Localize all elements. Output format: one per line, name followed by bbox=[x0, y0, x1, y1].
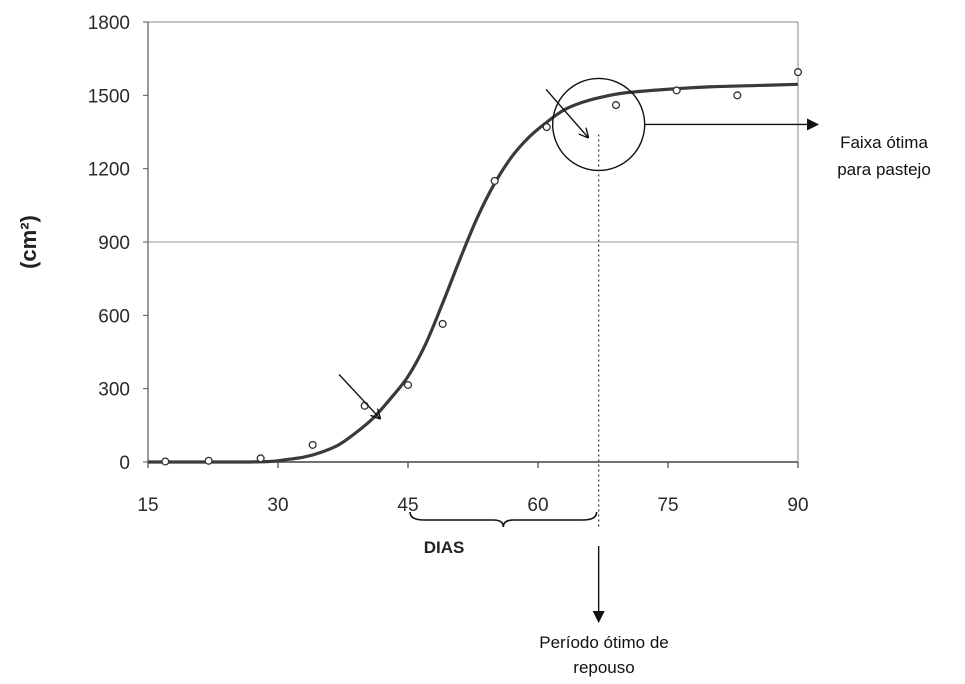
data-point bbox=[438, 319, 447, 328]
fitted-curve bbox=[148, 82, 799, 464]
y-axis-ticks: 0 300 600 900 1200 1500 1800 bbox=[88, 13, 148, 474]
x-tick-label: 75 bbox=[657, 495, 678, 516]
periodo-label-line1: Período ótimo de bbox=[539, 633, 668, 652]
data-point bbox=[308, 440, 317, 449]
data-point bbox=[360, 401, 369, 410]
data-point bbox=[672, 86, 681, 95]
optimal-range-circle bbox=[551, 77, 646, 172]
x-tick-label: 60 bbox=[527, 495, 548, 516]
y-tick-label: 0 bbox=[119, 453, 130, 474]
faixa-label-line1: Faixa ótima bbox=[840, 133, 928, 152]
lower-arrow bbox=[338, 373, 380, 418]
y-tick-label: 600 bbox=[98, 306, 130, 327]
y-tick-label: 1800 bbox=[88, 13, 130, 34]
faixa-label-line2: para pastejo bbox=[837, 160, 931, 179]
data-points bbox=[161, 68, 803, 466]
x-axis-ticks: 15 30 45 60 75 90 bbox=[137, 462, 809, 516]
data-point bbox=[733, 91, 742, 100]
x-tick-label: 15 bbox=[137, 495, 158, 516]
data-point bbox=[403, 380, 413, 390]
y-tick-label: 300 bbox=[98, 380, 130, 401]
data-point bbox=[490, 176, 499, 185]
x-tick-label: 30 bbox=[267, 495, 288, 516]
data-point bbox=[542, 123, 551, 132]
y-tick-label: 1500 bbox=[88, 86, 130, 107]
periodo-label-line2: repouso bbox=[573, 658, 634, 677]
upper-arrow bbox=[545, 88, 588, 137]
y-axis-label: (cm²) bbox=[16, 215, 41, 269]
x-tick-label: 90 bbox=[787, 495, 808, 516]
data-point bbox=[204, 456, 213, 465]
days-brace bbox=[409, 511, 598, 528]
y-tick-label: 900 bbox=[98, 233, 130, 254]
y-tick-label: 1200 bbox=[88, 160, 130, 181]
data-point bbox=[256, 454, 265, 463]
data-point bbox=[793, 68, 803, 77]
data-point bbox=[161, 457, 170, 466]
x-axis-label: DIAS bbox=[424, 538, 465, 557]
x-tick-label: 45 bbox=[397, 495, 418, 516]
data-point bbox=[611, 101, 621, 110]
fitted-curve-line bbox=[148, 82, 799, 464]
annotations bbox=[338, 77, 819, 623]
